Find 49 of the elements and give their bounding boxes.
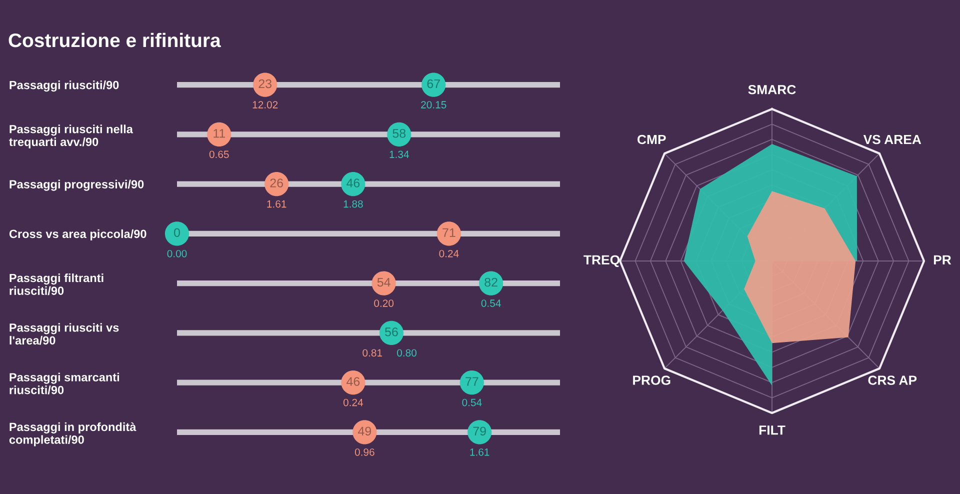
y-tick-label: Passaggi filtranti riusciti/90	[10, 274, 104, 296]
point	[164, 222, 190, 246]
data-label: 11	[214, 129, 226, 138]
annotation: 1.88	[344, 200, 363, 208]
annotation: 0.54	[462, 398, 482, 406]
data-label: 82	[484, 278, 498, 287]
y-tick-label: Passaggi smarcanti riusciti/90	[10, 372, 120, 394]
annotation: 0.54	[481, 300, 501, 307]
spoke-label: VS AREA	[863, 134, 922, 144]
data-label: 26	[270, 178, 283, 188]
annotation: 0.81	[362, 349, 382, 357]
annotation: 0.80	[397, 349, 416, 357]
spoke-label: TREQ	[584, 255, 620, 268]
data-label: 58	[392, 128, 406, 138]
spoke-label: CMP	[638, 134, 666, 144]
chart-title: Costruzione e rifinitura	[8, 32, 221, 48]
annotation: 0.20	[374, 300, 394, 307]
annotation: 20.15	[421, 101, 446, 108]
spoke-label: PR	[934, 255, 952, 264]
annotation: 0.24	[439, 250, 459, 258]
data-label: 77	[466, 377, 478, 386]
data-label: 46	[346, 178, 360, 188]
data-label: 71	[442, 228, 456, 237]
spoke-label: PROG	[633, 376, 670, 385]
annotation: 1.61	[267, 200, 286, 208]
y-tick-label: Passaggi riusciti vs l'area/90	[10, 323, 119, 345]
spoke-label: FILT	[759, 426, 786, 435]
annotation: 0.00	[167, 250, 187, 258]
data-label: 56	[385, 327, 398, 336]
data-label: 0	[174, 228, 180, 238]
y-tick-label: Passaggi riusciti/90	[10, 80, 119, 92]
y-tick-label: Passaggi in profondità completati/90	[9, 422, 136, 446]
y-tick-label: Passaggi progressivi/90	[10, 180, 144, 191]
data-label: 79	[473, 426, 486, 436]
data-label: 46	[346, 377, 360, 386]
data-label: 67	[427, 79, 440, 88]
data-label: 54	[377, 278, 390, 287]
data-label: 49	[358, 426, 372, 436]
annotation: 0.96	[354, 448, 374, 456]
y-tick-label: Passaggi riusciti nella trequarti avv./90	[9, 124, 134, 148]
data-label: 23	[258, 79, 272, 88]
annotation: 12.02	[252, 101, 278, 108]
annotation: 1.34	[390, 150, 409, 158]
annotation: 0.24	[343, 398, 364, 406]
annotation: 0.65	[209, 150, 229, 158]
y-tick-label: Cross vs area piccola/90	[9, 229, 146, 240]
spoke-label: SMARC	[748, 84, 796, 94]
annotation: 1.61	[470, 448, 490, 456]
spoke-label: CRS AP	[868, 376, 917, 385]
